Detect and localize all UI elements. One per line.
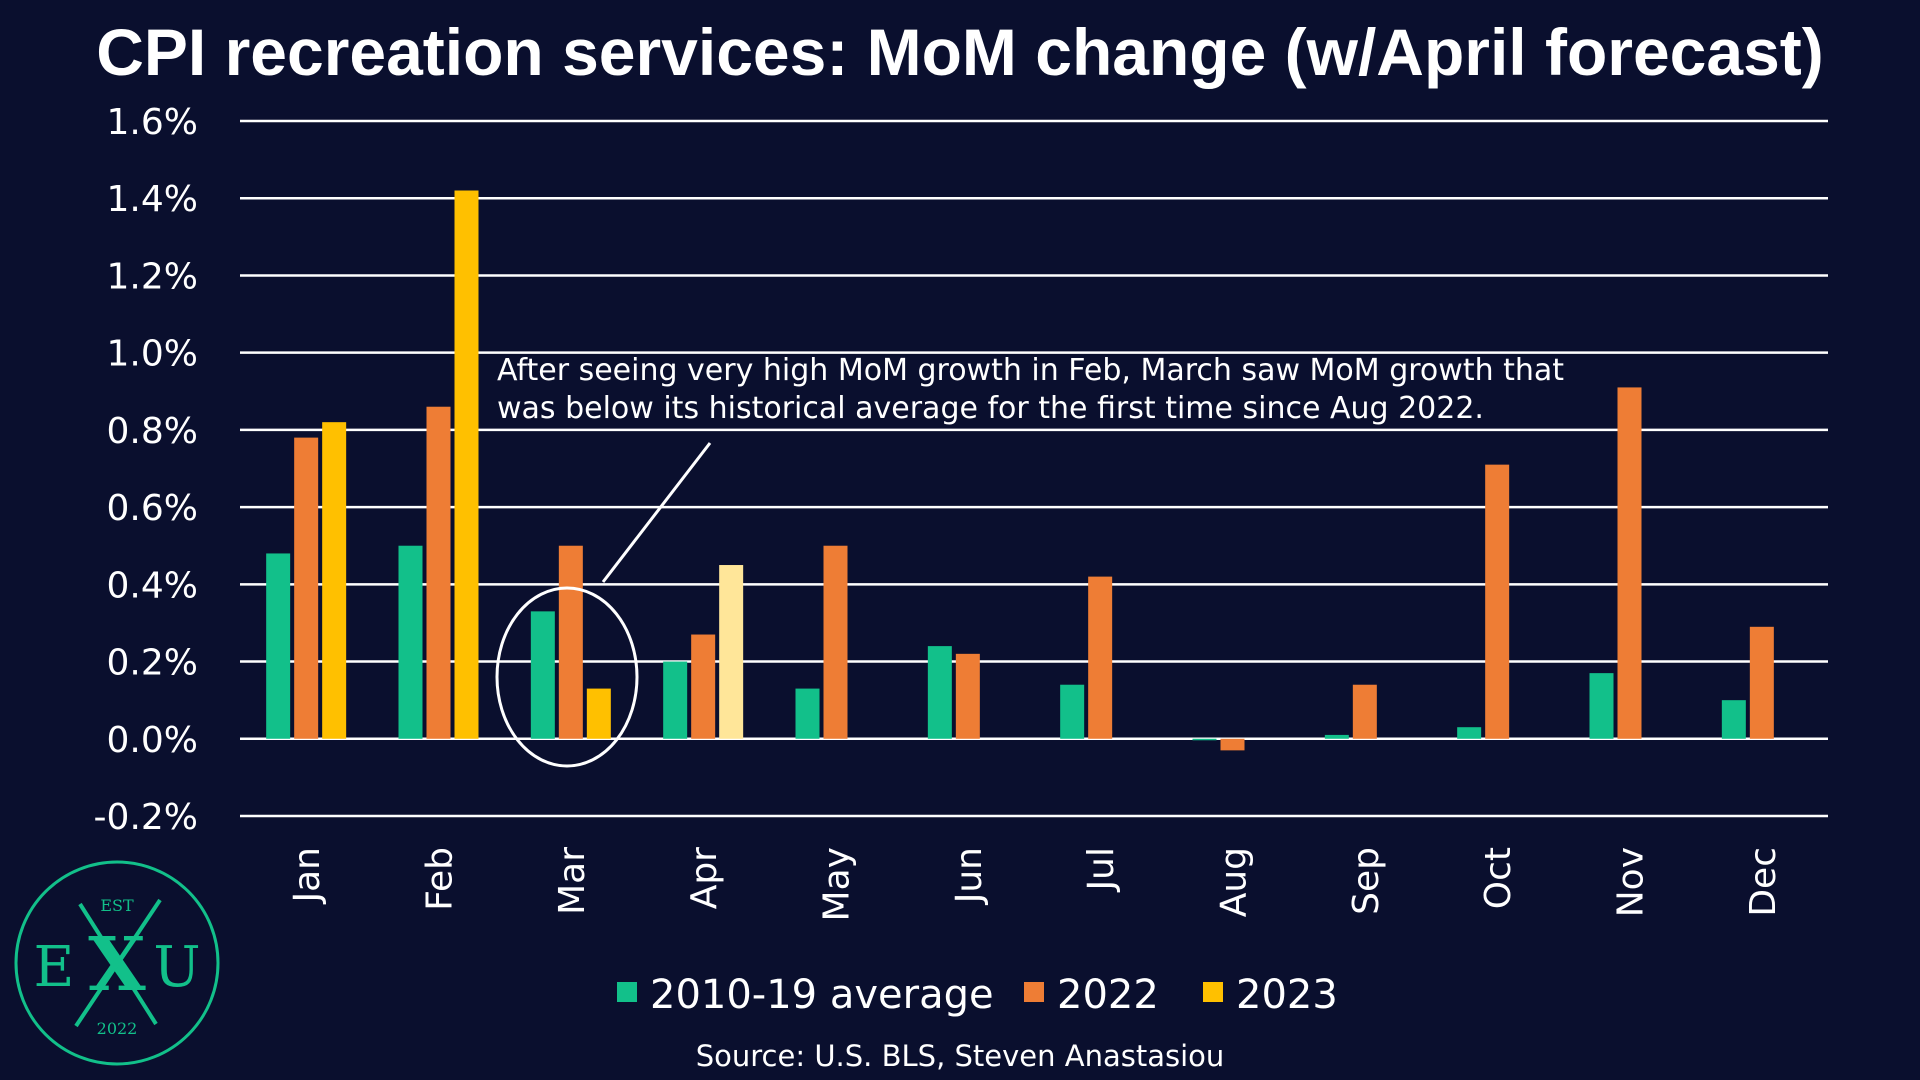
logo-slash-2 xyxy=(74,898,162,1028)
x-tick-label: Mar xyxy=(552,847,593,915)
legend-swatch-2023 xyxy=(1203,982,1223,1002)
bar-2022-dec xyxy=(1749,626,1774,739)
y-axis-ticks: -0.2% 0.0% 0.2% 0.4% 0.6% 0.8% 1.0% 1.2% 1.4% 1.6… xyxy=(94,102,198,838)
bar-avg-sep xyxy=(1324,734,1349,739)
bar-2023-apr xyxy=(719,565,744,739)
x-tick-label: Dec xyxy=(1743,847,1784,917)
bar-avg-feb xyxy=(398,545,423,739)
bar-2023-mar xyxy=(586,688,611,739)
bar-2023-feb xyxy=(454,190,479,739)
bar-2022-aug xyxy=(1220,738,1245,751)
y-tick-label: 0.8% xyxy=(107,411,198,452)
bar-2022-sep xyxy=(1352,684,1377,739)
x-tick-label: May xyxy=(817,847,858,921)
logo-bottom-text: 2022 xyxy=(97,1019,138,1038)
x-tick-label: Jun xyxy=(949,847,990,905)
annotation-highlight-circle xyxy=(495,586,639,768)
bar-2022-jul xyxy=(1088,576,1113,739)
bar-2022-feb xyxy=(426,406,451,739)
legend-swatch-avg xyxy=(617,982,637,1002)
bar-avg-jun xyxy=(927,646,952,739)
bar-2022-oct xyxy=(1485,464,1510,739)
y-tick-label: 1.0% xyxy=(107,334,198,375)
y-tick-label: 1.4% xyxy=(107,179,198,220)
y-tick-label: 1.6% xyxy=(107,102,198,143)
annotation-line-2: was below its historical average for the… xyxy=(497,391,1484,426)
bar-avg-may xyxy=(795,688,820,739)
x-tick-label: Oct xyxy=(1478,847,1519,909)
x-tick-label: Sep xyxy=(1346,847,1387,915)
bar-2022-nov xyxy=(1617,387,1642,739)
y-tick-label: -0.2% xyxy=(94,797,198,838)
bar-avg-nov xyxy=(1589,673,1614,739)
bar-avg-apr xyxy=(663,661,688,739)
bar-avg-aug xyxy=(1192,738,1217,741)
source-note: Source: U.S. BLS, Steven Anastasiou xyxy=(696,1039,1225,1073)
x-tick-label: Jan xyxy=(287,847,328,905)
bar-layer xyxy=(266,190,1774,751)
bar-avg-jul xyxy=(1060,684,1085,739)
y-tick-label: 0.2% xyxy=(107,643,198,684)
x-tick-label: Nov xyxy=(1611,847,1652,917)
y-tick-label: 0.4% xyxy=(107,565,198,606)
bar-avg-jan xyxy=(266,553,291,739)
annotation-line-1: After seeing very high MoM growth in Feb… xyxy=(497,353,1564,388)
y-tick-label: 0.0% xyxy=(107,720,198,761)
annotation: After seeing very high MoM growth in Feb… xyxy=(495,353,1564,768)
logo-top-text: EST xyxy=(100,896,134,915)
x-tick-label: Apr xyxy=(684,847,725,909)
bar-avg-mar xyxy=(530,611,555,739)
logo-left-letter: E xyxy=(34,935,75,1000)
chart-title: CPI recreation services: MoM change (w/A… xyxy=(96,15,1824,89)
legend: 2010-19 average 2022 2023 xyxy=(617,972,1338,1018)
bar-avg-oct xyxy=(1457,727,1482,739)
bar-avg-dec xyxy=(1721,700,1746,739)
logo-ring xyxy=(14,860,220,1066)
x-tick-label: Jul xyxy=(1081,847,1122,892)
bar-2022-jan xyxy=(294,437,319,739)
bar-2022-may xyxy=(823,545,848,739)
bar-2022-mar xyxy=(558,545,583,739)
bar-2022-jun xyxy=(955,653,980,739)
logo-right-letter: U xyxy=(153,935,200,1000)
legend-label-avg: 2010-19 average xyxy=(650,972,994,1018)
y-tick-label: 0.6% xyxy=(107,488,198,529)
brand-logo: EST E X U 2022 xyxy=(14,860,220,1066)
bar-2022-apr xyxy=(691,634,716,739)
x-tick-label: Aug xyxy=(1214,847,1255,917)
legend-label-2023: 2023 xyxy=(1236,972,1338,1018)
grid-layer xyxy=(240,119,1828,818)
y-tick-label: 1.2% xyxy=(107,256,198,297)
legend-swatch-2022 xyxy=(1024,982,1044,1002)
bar-2023-jan xyxy=(322,422,347,739)
x-tick-label: Feb xyxy=(420,847,461,911)
x-axis-ticks: Jan Feb Mar Apr May Jun Jul Aug Sep Oct Nov Dec xyxy=(287,847,1784,922)
legend-label-2022: 2022 xyxy=(1057,972,1159,1018)
annotation-pointer xyxy=(601,442,712,583)
